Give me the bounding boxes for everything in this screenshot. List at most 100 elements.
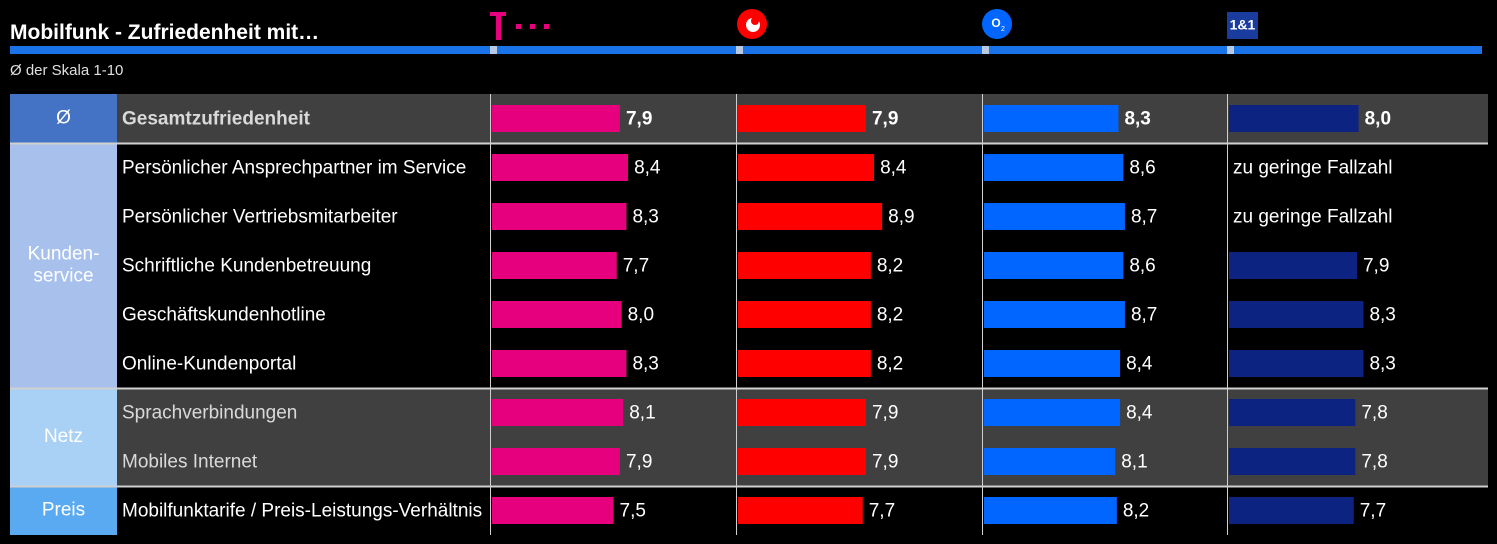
bar-o2 xyxy=(984,105,1119,132)
data-label: 7,9 xyxy=(626,452,652,473)
bar-telekom xyxy=(492,203,627,230)
row-label: Gesamtzufriedenheit xyxy=(122,109,311,130)
chart-title: Mobilfunk - Zufriedenheit mit… xyxy=(10,21,320,44)
data-label: 8,4 xyxy=(1126,354,1153,375)
category-label: Ø xyxy=(56,108,71,129)
telekom-logo-icon xyxy=(496,12,501,40)
bar-vodafone xyxy=(738,350,871,377)
data-label: 8,7 xyxy=(1131,207,1157,228)
data-label: 7,5 xyxy=(620,501,646,522)
no-data-label: zu geringe Fallzahl xyxy=(1233,158,1392,179)
data-label: 8,6 xyxy=(1129,158,1155,179)
data-label: 7,9 xyxy=(872,109,898,130)
data-label: 7,9 xyxy=(626,109,652,130)
bar-telekom xyxy=(492,154,629,181)
data-label: 8,0 xyxy=(1365,109,1391,130)
row-label: Sprachverbindungen xyxy=(122,403,297,424)
bar-o2 xyxy=(984,399,1121,426)
bar-vodafone xyxy=(738,203,883,230)
data-label: 8,3 xyxy=(1124,109,1150,130)
bar-o2 xyxy=(984,301,1125,328)
data-label: 8,4 xyxy=(634,158,661,179)
bar-telekom xyxy=(492,252,617,279)
bar-o2 xyxy=(984,203,1125,230)
bar-o2 xyxy=(984,350,1121,377)
bar-vodafone xyxy=(738,497,863,524)
bar-one_and_one xyxy=(1229,399,1356,426)
o2-logo-icon: 2 xyxy=(1001,26,1005,33)
bar-telekom xyxy=(492,350,627,377)
bar-vodafone xyxy=(738,399,866,426)
bar-telekom xyxy=(492,448,620,475)
bar-telekom xyxy=(492,399,624,426)
data-label: 7,9 xyxy=(1363,256,1389,277)
column-tick xyxy=(1227,46,1234,54)
o2-logo-icon: O xyxy=(991,16,1000,30)
bar-telekom xyxy=(492,105,620,132)
category-block xyxy=(10,143,117,388)
telekom-logo-icon xyxy=(530,24,535,29)
data-label: 8,1 xyxy=(629,403,655,424)
bar-telekom xyxy=(492,301,622,328)
category-label: Kunden- xyxy=(28,244,100,265)
data-label: 8,6 xyxy=(1129,256,1155,277)
one-and-one-logo-icon: 1&1 xyxy=(1230,17,1256,33)
bar-o2 xyxy=(984,497,1117,524)
data-label: 8,2 xyxy=(877,256,903,277)
telekom-logo-icon xyxy=(544,24,549,29)
column-tick xyxy=(736,46,743,54)
category-block xyxy=(10,486,117,535)
header-divider-line xyxy=(10,46,1482,54)
bar-vodafone xyxy=(738,301,871,328)
data-label: 8,3 xyxy=(1369,354,1395,375)
data-label: 8,4 xyxy=(1126,403,1153,424)
bar-vodafone xyxy=(738,448,866,475)
bar-o2 xyxy=(984,154,1124,181)
data-label: 8,3 xyxy=(632,354,658,375)
one-and-one-logo-icon xyxy=(1227,12,1258,39)
data-label: 7,7 xyxy=(623,256,649,277)
data-label: 8,7 xyxy=(1131,305,1157,326)
bar-one_and_one xyxy=(1229,301,1364,328)
row-label: Mobiles Internet xyxy=(122,452,258,473)
chart-subtitle: Ø der Skala 1-10 xyxy=(10,62,124,79)
bar-vodafone xyxy=(738,105,866,132)
bar-one_and_one xyxy=(1229,105,1359,132)
bar-o2 xyxy=(984,448,1116,475)
bar-vodafone xyxy=(738,252,871,279)
row-label: Mobilfunktarife / Preis-Leistungs-Verhäl… xyxy=(122,501,482,522)
row-label: Schriftliche Kundenbetreuung xyxy=(122,256,371,277)
bar-one_and_one xyxy=(1229,448,1356,475)
data-label: 8,3 xyxy=(632,207,658,228)
category-block xyxy=(10,94,117,143)
row-label: Online-Kundenportal xyxy=(122,354,296,375)
column-tick xyxy=(982,46,989,54)
row-label: Persönlicher Vertriebsmitarbeiter xyxy=(122,207,398,228)
data-label: 8,9 xyxy=(888,207,914,228)
data-label: 7,8 xyxy=(1361,452,1387,473)
data-label: 7,9 xyxy=(872,452,898,473)
category-label: service xyxy=(33,266,93,287)
bar-one_and_one xyxy=(1229,252,1357,279)
no-data-label: zu geringe Fallzahl xyxy=(1233,207,1392,228)
bar-one_and_one xyxy=(1229,497,1354,524)
bar-vodafone xyxy=(738,154,875,181)
data-label: 8,4 xyxy=(880,158,907,179)
bar-telekom xyxy=(492,497,614,524)
data-label: 8,3 xyxy=(1369,305,1395,326)
category-label: Netz xyxy=(44,426,83,447)
data-label: 8,2 xyxy=(877,354,903,375)
data-label: 8,2 xyxy=(1123,501,1149,522)
row-label: Geschäftskundenhotline xyxy=(122,305,326,326)
telekom-logo-icon xyxy=(516,24,521,29)
data-label: 8,0 xyxy=(628,305,654,326)
data-label: 8,2 xyxy=(877,305,903,326)
data-label: 7,7 xyxy=(1360,501,1386,522)
bar-o2 xyxy=(984,252,1124,279)
category-block xyxy=(10,388,117,486)
o2-logo-icon xyxy=(982,9,1012,39)
row-label: Persönlicher Ansprechpartner im Service xyxy=(122,158,466,179)
column-tick xyxy=(490,46,497,54)
data-label: 8,1 xyxy=(1121,452,1147,473)
